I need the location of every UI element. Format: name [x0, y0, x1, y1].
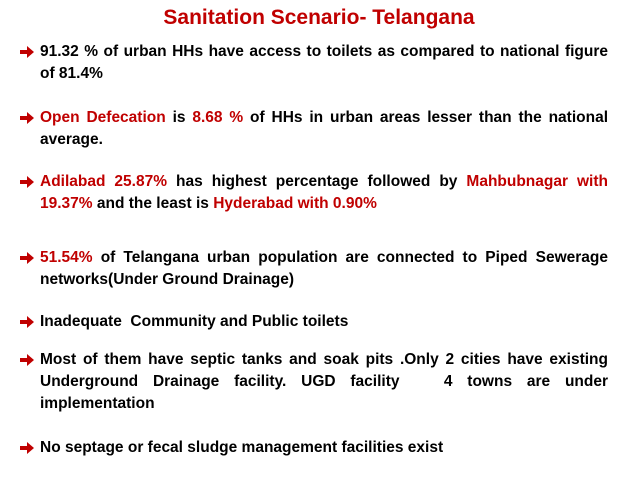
bullet-arrow	[20, 252, 34, 264]
body-text: of HHs in urban areas lesser than the na…	[40, 109, 613, 148]
body-text: is	[165, 109, 193, 126]
highlight-text: 51.54%	[40, 249, 93, 266]
bullet-text: Adilabad 25.87% has highest percentage f…	[40, 171, 608, 215]
bullet-arrow	[20, 442, 34, 454]
body-text: Inadequate Community and Public toilets	[40, 313, 349, 330]
slide-title: Sanitation Scenario- Telangana	[163, 6, 475, 29]
bullet-text: No septage or fecal sludge management fa…	[40, 437, 608, 459]
bullet-text: 91.32 % of urban HHs have access to toil…	[40, 41, 608, 85]
body-text: and the least is	[92, 195, 214, 212]
body-text: No septage or fecal sludge management fa…	[40, 439, 444, 456]
highlight-text: 8.68 %	[192, 109, 244, 126]
body-text: Most of them have septic tanks and soak …	[40, 351, 613, 412]
body-text: has highest percentage followed by	[167, 173, 467, 190]
highlight-text: Hyderabad with 0.90%	[213, 195, 377, 212]
bullet-arrow	[20, 316, 34, 328]
highlight-text: Adilabad 25.87%	[40, 173, 168, 190]
bullet-arrow	[20, 354, 34, 366]
body-text: of Telangana urban population are connec…	[40, 249, 613, 288]
bullet-arrow	[20, 46, 34, 58]
bullet-text: 51.54% of Telangana urban population are…	[40, 247, 608, 291]
bullet-arrow	[20, 176, 34, 188]
bullet-text: Inadequate Community and Public toilets	[40, 311, 608, 333]
highlight-text: Mahbubnagar with 19.37%	[40, 173, 613, 212]
bullet-arrow	[20, 112, 34, 124]
body-text: 91.32 % of urban HHs have access to toil…	[40, 43, 613, 82]
highlight-text: Open Defecation	[40, 109, 166, 126]
bullet-text: Most of them have septic tanks and soak …	[40, 349, 608, 415]
bullet-text: Open Defecation is 8.68 % of HHs in urba…	[40, 107, 608, 151]
